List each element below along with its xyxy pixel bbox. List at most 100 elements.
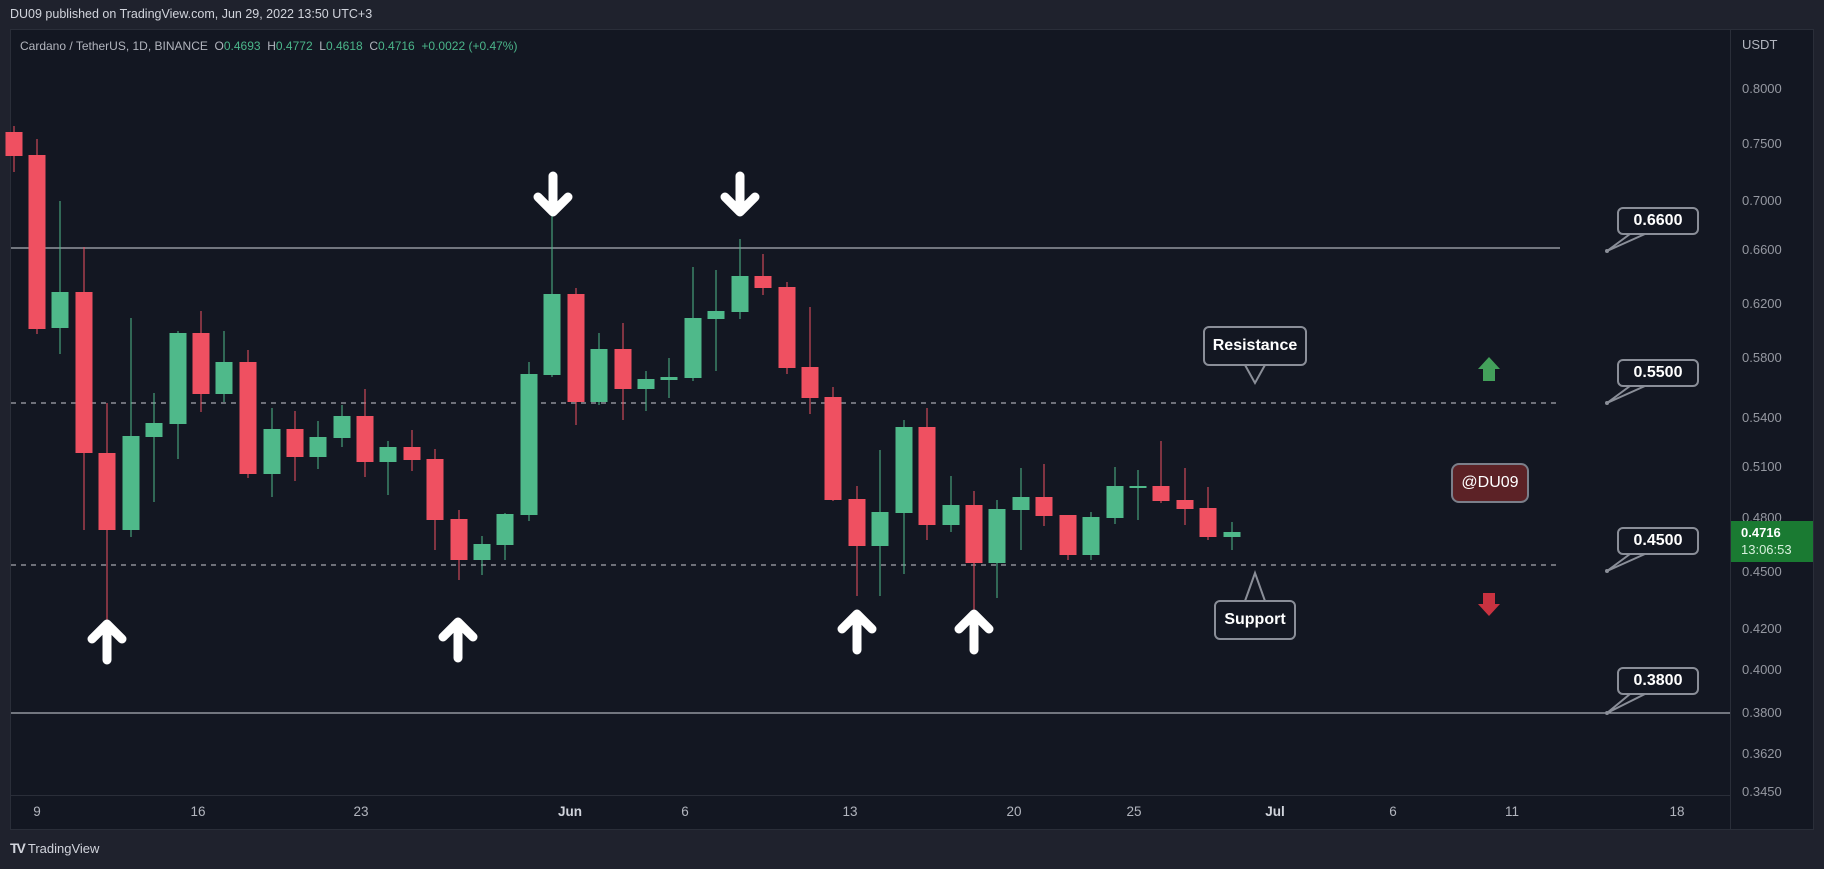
candle-body — [965, 505, 983, 563]
candle-body — [684, 318, 702, 378]
time-tick-label: Jun — [557, 804, 583, 819]
support-callout[interactable]: Support — [1214, 600, 1296, 640]
candle-body — [403, 447, 421, 460]
symbol-legend: Cardano / TetherUS, 1D, BINANCE O0.4693 … — [20, 39, 518, 53]
candle-body — [590, 349, 608, 402]
candle-body — [145, 423, 163, 437]
candle-body — [801, 367, 819, 398]
brand-name: TradingView — [27, 840, 100, 856]
open-value: 0.4693 — [223, 39, 261, 53]
price-tick-label: 0.3620 — [1742, 746, 1782, 761]
candle-body — [988, 509, 1006, 563]
symbol-name: Cardano / TetherUS, 1D, BINANCE — [20, 39, 208, 53]
change-value: +0.0022 (+0.47%) — [421, 39, 518, 53]
candle-body — [379, 447, 397, 462]
candle-countdown: 13:06:53 — [1741, 542, 1792, 557]
price-tick-label: 0.5100 — [1742, 459, 1782, 474]
callout-pointer — [1606, 553, 1646, 572]
author-tag[interactable]: @DU09 — [1451, 463, 1529, 503]
resistance-callout[interactable]: Resistance — [1203, 326, 1307, 366]
candle-body — [169, 333, 187, 424]
up-arrow-icon — [954, 609, 994, 655]
candle-body — [942, 505, 960, 525]
candle-body — [637, 379, 655, 389]
price-tick-label: 0.3450 — [1742, 784, 1782, 799]
callout-pointer — [1606, 693, 1646, 714]
down-arrow-icon — [533, 171, 573, 217]
price-tick-label: 0.4000 — [1742, 662, 1782, 677]
candle-body — [660, 377, 678, 380]
price-tick-label: 0.4500 — [1742, 564, 1782, 579]
time-tick-label: 11 — [1504, 804, 1520, 819]
candle-body — [192, 333, 210, 394]
candle-body — [520, 374, 538, 515]
candle-body — [1129, 486, 1147, 488]
level-label-0380[interactable]: 0.3800 — [1617, 667, 1699, 695]
candle-body — [426, 459, 444, 520]
price-tick-label: 0.8000 — [1742, 81, 1782, 96]
candle-body — [567, 294, 585, 402]
tradingview-branding[interactable]: TV TradingView — [10, 840, 99, 856]
price-axis-unit: USDT — [1742, 37, 1778, 52]
candle-body — [778, 287, 796, 368]
up-arrow-icon — [837, 609, 877, 655]
level-label-0660[interactable]: 0.6600 — [1617, 207, 1699, 235]
candle-body — [356, 416, 374, 462]
candle-body — [263, 429, 281, 474]
price-tick-label: 0.5800 — [1742, 350, 1782, 365]
resistance-tail — [1243, 364, 1267, 386]
close-value: 0.4716 — [378, 39, 415, 53]
candle-body — [1035, 497, 1053, 516]
low-value: 0.4618 — [325, 39, 363, 53]
down-arrow-icon — [720, 171, 760, 217]
level-label-0550[interactable]: 0.5500 — [1617, 359, 1699, 387]
anchor-dot — [1605, 401, 1609, 405]
candle-body — [543, 294, 561, 375]
candle-body — [848, 499, 866, 546]
price-tick-label: 0.5400 — [1742, 410, 1782, 425]
candle-body — [239, 362, 257, 474]
candle-body — [731, 276, 749, 312]
candle-body — [1176, 500, 1194, 509]
candle-body — [75, 292, 93, 453]
current-price-label: 0.4716 13:06:53 — [1731, 521, 1813, 562]
time-tick-label: 23 — [353, 804, 369, 819]
candle-body — [496, 514, 514, 545]
price-tick-label: 0.7500 — [1742, 136, 1782, 151]
price-axis[interactable] — [1730, 29, 1814, 830]
time-tick-label: Jul — [1265, 804, 1285, 819]
candle-body — [1082, 517, 1100, 555]
candle-body — [1152, 486, 1170, 501]
green-up-arrow-icon — [1478, 357, 1500, 381]
callout-pointer — [1606, 385, 1646, 404]
up-arrow-icon — [438, 617, 478, 663]
time-tick-label: 9 — [33, 804, 41, 819]
callout-pointer — [1606, 233, 1646, 252]
candle-body — [215, 362, 233, 394]
level-label-0450[interactable]: 0.4500 — [1617, 527, 1699, 555]
candle-body — [1106, 486, 1124, 518]
candle-body — [918, 427, 936, 525]
anchor-dot — [1605, 569, 1609, 573]
time-tick-label: 25 — [1126, 804, 1142, 819]
price-tick-label: 0.6200 — [1742, 296, 1782, 311]
anchor-dot — [1605, 711, 1609, 715]
candle-body — [895, 427, 913, 513]
candle-body — [122, 436, 140, 530]
price-tick-label: 0.4200 — [1742, 621, 1782, 636]
anchor-dot — [1605, 249, 1609, 253]
price-tick-label: 0.6600 — [1742, 242, 1782, 257]
candle-body — [286, 429, 304, 457]
publish-info: DU09 published on TradingView.com, Jun 2… — [10, 7, 373, 21]
candle-body — [1199, 508, 1217, 537]
time-tick-label: 18 — [1669, 804, 1685, 819]
time-tick-label: 16 — [190, 804, 206, 819]
high-value: 0.4772 — [275, 39, 313, 53]
candle-body — [450, 519, 468, 560]
time-axis[interactable] — [10, 795, 1731, 831]
time-tick-label: 13 — [842, 804, 858, 819]
support-tail — [1243, 570, 1267, 602]
candle-body — [28, 155, 46, 329]
candle-body — [707, 311, 725, 319]
time-tick-label: 6 — [1389, 804, 1397, 819]
